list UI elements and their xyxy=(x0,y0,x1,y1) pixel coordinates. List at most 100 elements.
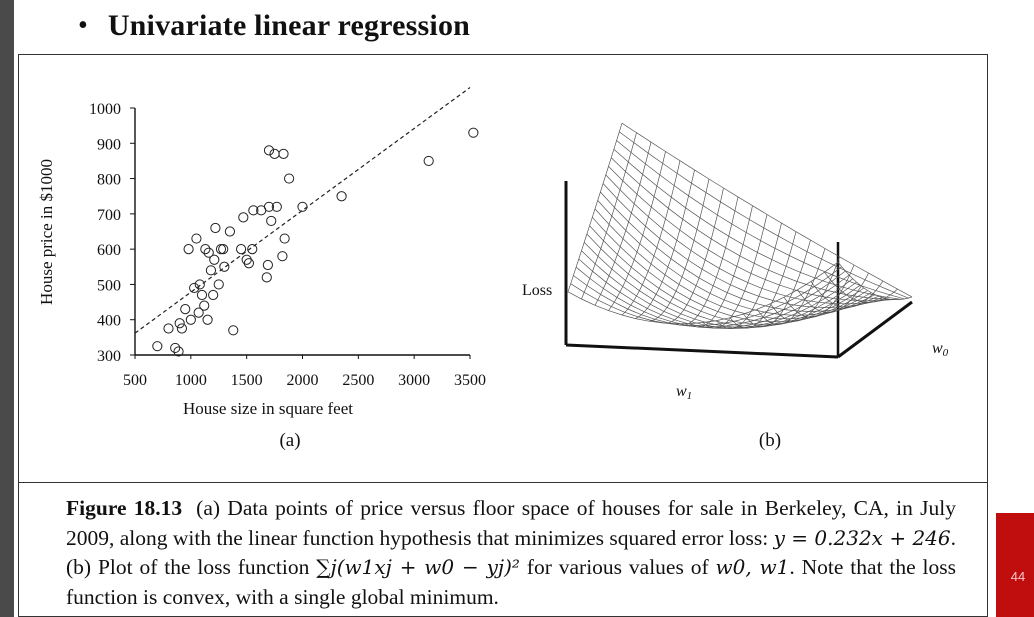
data-point xyxy=(279,233,290,244)
caption-equation-1: y = 0.232x + 246 xyxy=(773,525,951,550)
data-point xyxy=(215,244,227,255)
figure-frame xyxy=(18,54,988,617)
data-point xyxy=(174,318,185,329)
x-tick-label: 2000 xyxy=(287,372,319,389)
panel-b-label: (b) xyxy=(759,430,781,451)
mesh-line-w0 xyxy=(743,240,811,328)
data-point xyxy=(180,304,191,315)
data-point xyxy=(261,272,272,283)
data-point xyxy=(219,261,230,272)
scatter-points xyxy=(152,127,479,357)
figure-divider xyxy=(18,482,988,483)
mesh-line-w1 xyxy=(613,148,901,300)
data-point xyxy=(209,254,220,265)
mesh-line-w0 xyxy=(567,123,623,292)
mesh-line-w0 xyxy=(716,223,782,329)
mesh-line-w1 xyxy=(602,183,887,308)
data-point xyxy=(271,201,282,212)
data-point xyxy=(194,279,205,290)
mesh-line-w1 xyxy=(578,258,854,329)
x-tick-label: 3000 xyxy=(398,372,430,389)
data-point xyxy=(235,244,247,255)
caption-text-3: for various values of xyxy=(519,555,716,579)
mesh-line-w1 xyxy=(600,191,883,312)
mesh-line-w0 xyxy=(797,272,869,313)
y-tick-label: 1000 xyxy=(89,101,121,118)
regression-line xyxy=(134,87,471,334)
data-point xyxy=(205,265,217,276)
y-tick-label: 400 xyxy=(97,313,121,330)
data-point xyxy=(208,289,219,301)
surface-loss-label: Loss xyxy=(522,282,552,299)
surface-w1-label: w1 xyxy=(676,383,692,402)
x-tick-label: 1000 xyxy=(175,372,207,389)
data-point xyxy=(243,258,254,269)
mesh-line-w1 xyxy=(589,225,868,325)
bullet: • xyxy=(78,10,88,41)
caption-text-2: . (b) Plot of the loss function xyxy=(66,525,956,580)
data-point xyxy=(199,300,210,311)
scatter-y-label: House price in $1000 xyxy=(37,159,56,305)
data-point xyxy=(297,201,308,212)
data-point xyxy=(203,247,214,258)
mesh-line-w1 xyxy=(570,266,842,326)
data-point xyxy=(277,251,288,262)
mesh-line-w0 xyxy=(810,280,884,308)
mesh-line-w0 xyxy=(648,178,710,322)
data-point xyxy=(263,201,275,212)
surface-mesh xyxy=(567,122,913,329)
data-point xyxy=(278,148,289,159)
mesh-line-w0 xyxy=(837,261,913,300)
data-point xyxy=(176,323,187,334)
mesh-line-w1 xyxy=(605,174,890,305)
y-tick-label: 800 xyxy=(97,172,121,189)
data-point xyxy=(193,307,204,318)
data-point xyxy=(248,205,259,216)
mesh-line-w1 xyxy=(597,200,879,316)
mesh-line-w1 xyxy=(619,131,909,299)
mesh-line-w1 xyxy=(621,122,913,298)
data-point xyxy=(228,325,239,336)
slide-title-row: • Univariate linear regression xyxy=(78,6,470,46)
loss-surface-plot: Loss w0 w1 (b) xyxy=(522,122,949,451)
mesh-line-w0 xyxy=(783,264,855,318)
y-tick-label: 700 xyxy=(97,207,121,224)
scatter-plot: 500 1000 1500 2000 2500 3000 3500 300 400 500 600 7… xyxy=(37,87,486,451)
mesh-line-w1 xyxy=(608,166,894,302)
data-point xyxy=(210,222,221,234)
y-tick-label: 500 xyxy=(97,277,121,294)
caption-text-1: (a) Data points of price versus floor sp… xyxy=(66,496,957,550)
x-tick-label: 2500 xyxy=(342,372,374,389)
data-point xyxy=(196,289,208,301)
data-point xyxy=(262,259,273,271)
data-point xyxy=(241,254,252,265)
figure-caption: Figure 18.13 (a) Data points of price ver… xyxy=(66,494,956,612)
data-point xyxy=(170,342,181,354)
mesh-line-w1 xyxy=(610,157,898,300)
data-point xyxy=(423,155,434,167)
caption-equation-2: ∑j(w1xj + w0 − yj)² xyxy=(316,555,520,579)
data-point xyxy=(213,279,224,290)
surface-w0-label: w0 xyxy=(932,340,949,359)
figure-label: Figure 18.13 xyxy=(66,496,183,520)
scatter-ticks: 500 1000 1500 2000 2500 3000 3500 300 400 500 600 7… xyxy=(89,101,486,389)
mesh-line-w1 xyxy=(616,140,905,300)
data-point xyxy=(224,226,236,237)
data-point xyxy=(185,314,196,325)
mesh-line-w1 xyxy=(594,208,876,320)
panel-a-label: (a) xyxy=(279,430,300,451)
data-point xyxy=(189,282,200,294)
data-point xyxy=(247,244,258,255)
x-tick-label: 1500 xyxy=(231,372,263,389)
caption-equation-3: w0, w1 xyxy=(715,555,790,579)
slide-title: Univariate linear regression xyxy=(107,9,471,42)
y-tick-label: 300 xyxy=(97,348,121,365)
data-point xyxy=(173,346,184,357)
data-point xyxy=(163,323,174,334)
mesh-line-w0 xyxy=(729,231,797,329)
data-point xyxy=(238,212,249,223)
data-point xyxy=(152,341,163,352)
x-tick-label: 500 xyxy=(123,372,147,389)
data-point xyxy=(202,314,213,325)
